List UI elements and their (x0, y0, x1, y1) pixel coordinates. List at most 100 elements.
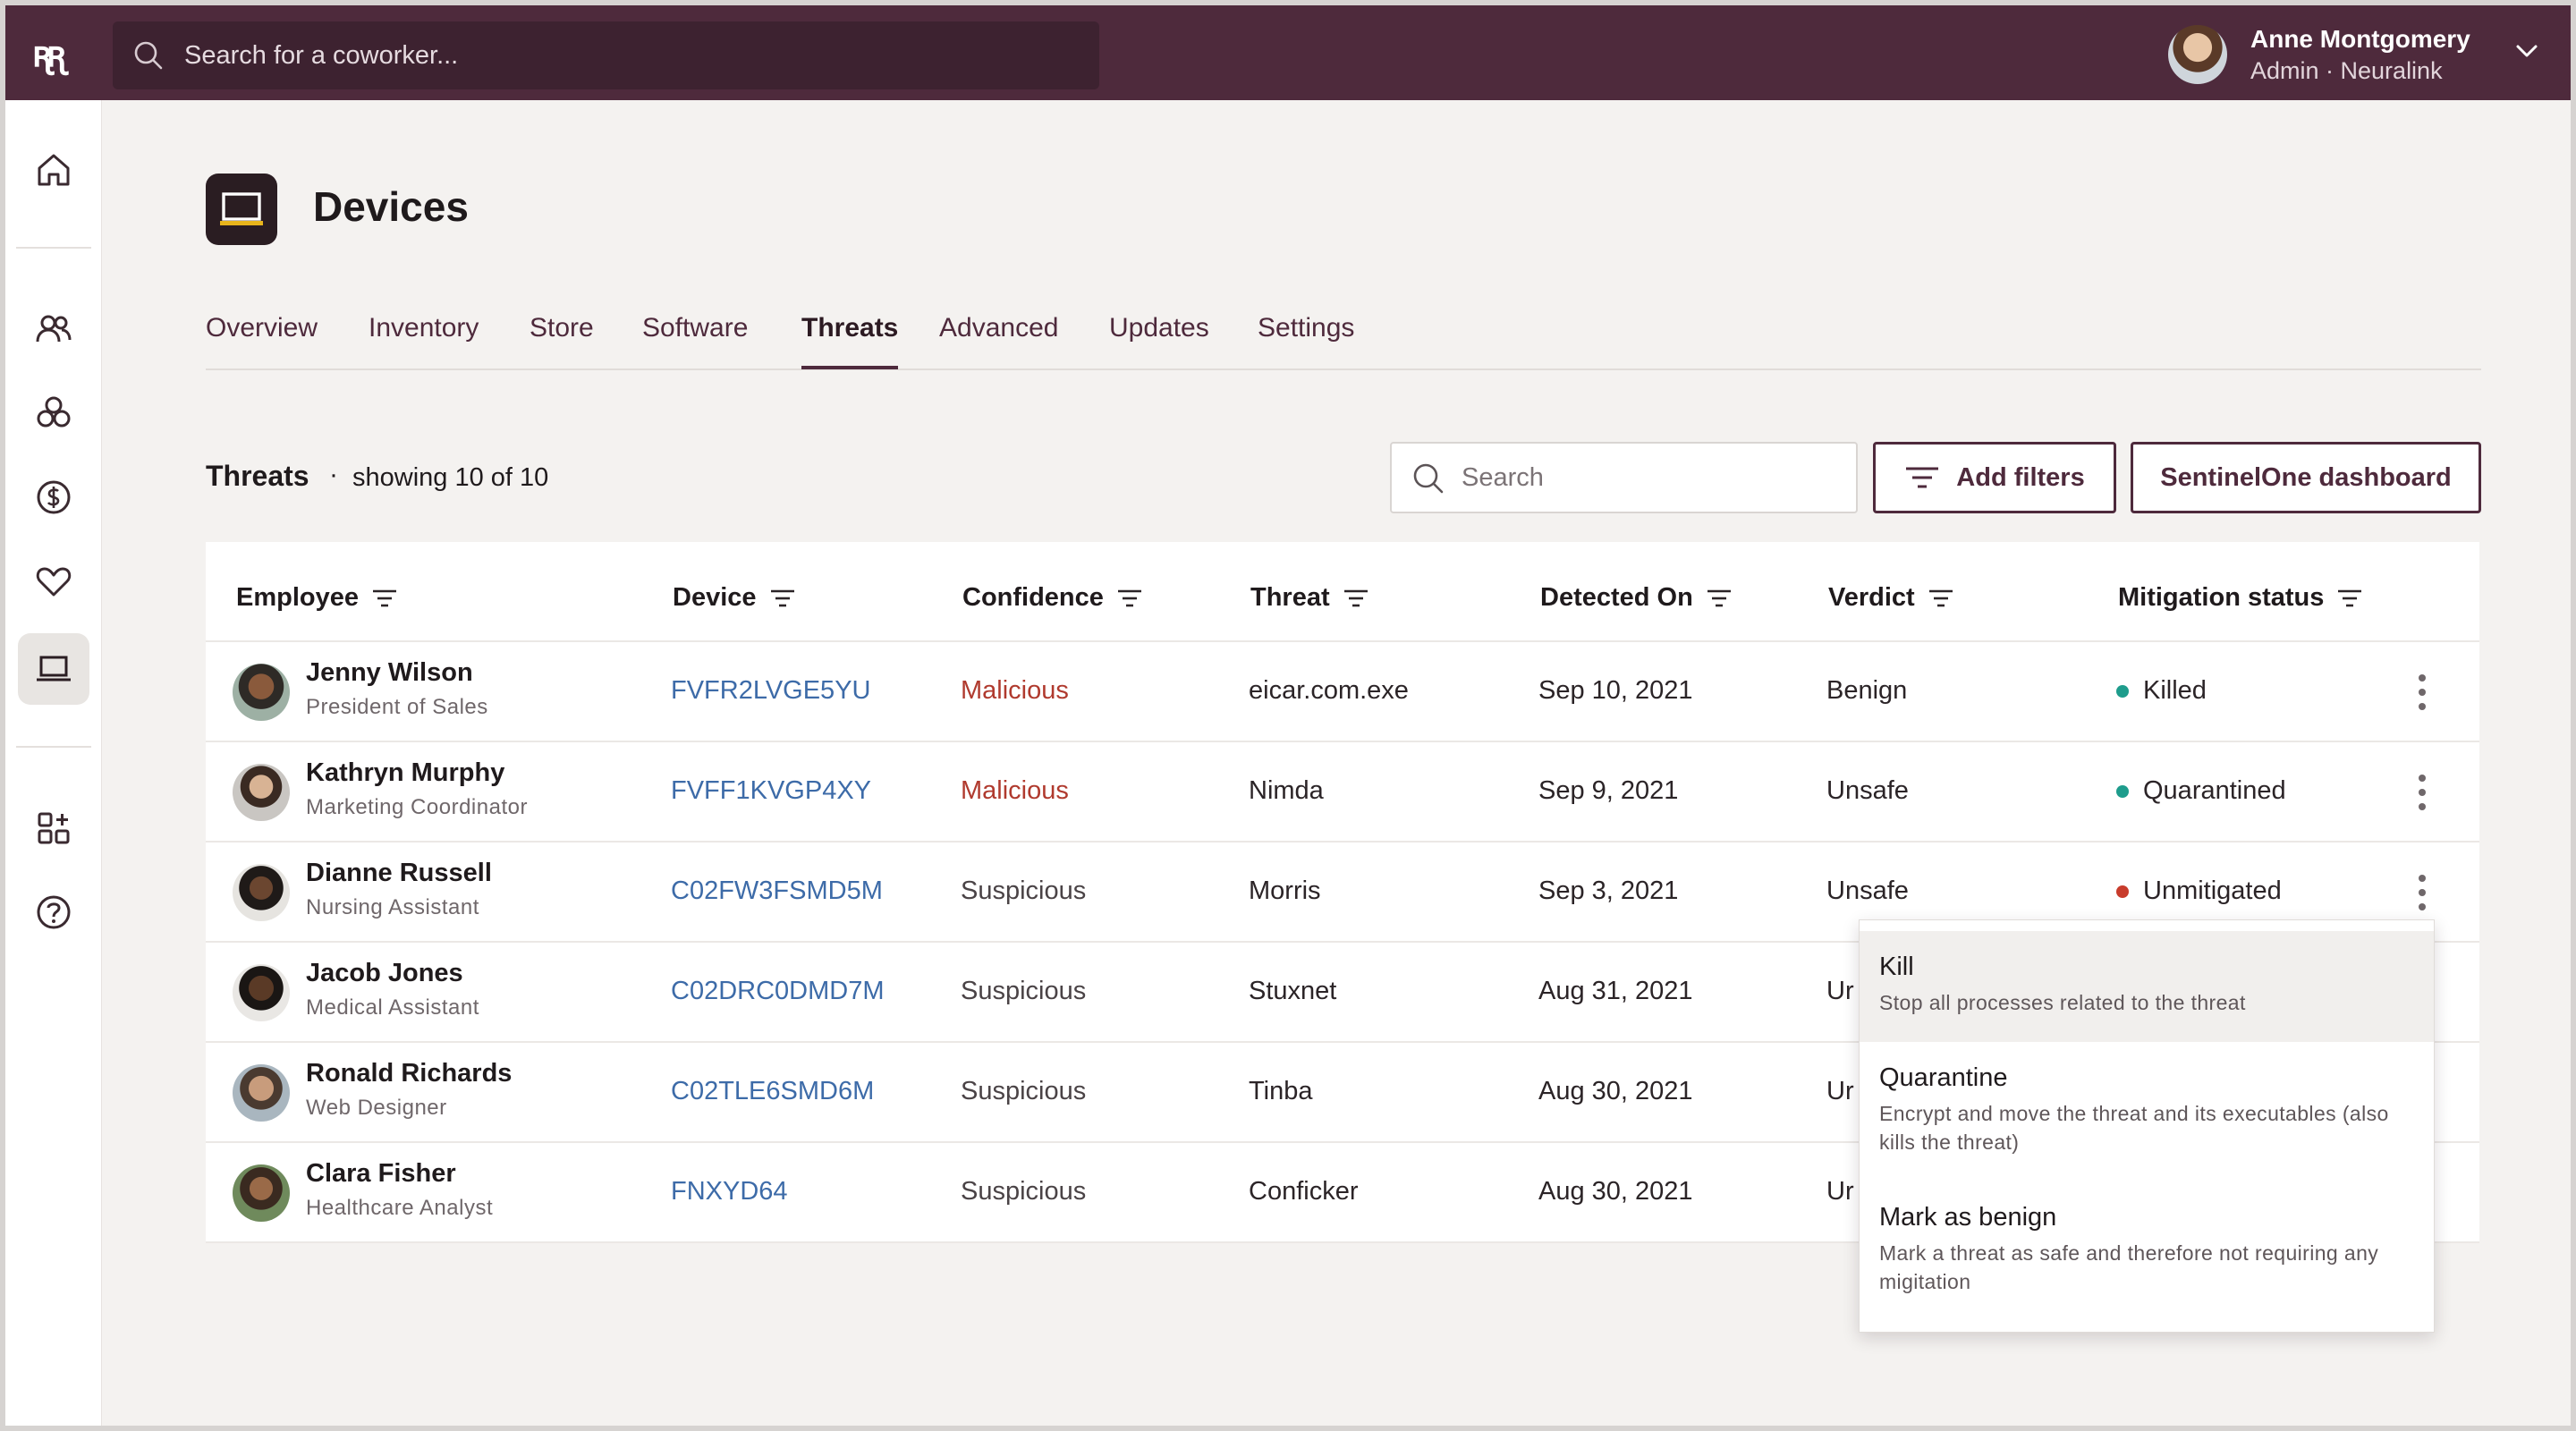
sidebar-divider (16, 746, 91, 748)
apps-cluster-icon (37, 396, 71, 428)
threat-name: eicar.com.exe (1249, 676, 1409, 705)
threat-name: Tinba (1249, 1077, 1313, 1105)
sidebar (5, 100, 102, 1426)
menu-item-mark-as-benign[interactable]: Mark as benign Mark a threat as safe and… (1860, 1181, 2434, 1325)
column-header-mitigation-status[interactable]: Mitigation status (2118, 583, 2363, 613)
device-link[interactable]: FNXYD64 (671, 1177, 788, 1206)
verdict-value: Ur (1826, 1077, 1854, 1105)
filter-icon[interactable] (371, 588, 398, 608)
filter-icon[interactable] (1343, 588, 1369, 608)
user-name: Anne Montgomery (2250, 25, 2470, 53)
sidebar-divider (16, 247, 91, 249)
filter-icon[interactable] (1706, 588, 1733, 608)
tab-overview[interactable]: Overview (206, 313, 318, 343)
sidebar-item-apps[interactable] (18, 377, 89, 449)
row-actions-menu-button[interactable] (2415, 674, 2429, 710)
section-title: Threats (206, 460, 309, 492)
tab-store[interactable]: Store (530, 313, 594, 343)
column-header-device[interactable]: Device (673, 583, 796, 613)
rippling-logo[interactable]: ꭆꭆ (32, 35, 66, 74)
employee-name[interactable]: Jacob Jones (306, 959, 463, 987)
menu-item-title: Quarantine (1879, 1063, 2008, 1092)
column-header-employee[interactable]: Employee (236, 583, 398, 613)
avatar (233, 764, 290, 821)
detected-date: Aug 30, 2021 (1538, 1177, 1693, 1206)
threat-name: Nimda (1249, 776, 1324, 805)
result-count: showing 10 of 10 (352, 463, 549, 492)
threat-search[interactable] (1390, 442, 1858, 513)
user-role: Admin · Neuralink (2250, 57, 2443, 84)
employee-name[interactable]: Dianne Russell (306, 859, 492, 887)
sidebar-item-help[interactable] (18, 876, 89, 948)
employee-role: Healthcare Analyst (306, 1196, 494, 1220)
people-icon (36, 315, 72, 343)
detected-date: Sep 3, 2021 (1538, 876, 1679, 905)
status-dot (2116, 885, 2129, 898)
employee-name[interactable]: Kathryn Murphy (306, 758, 505, 787)
table-row[interactable]: Kathryn Murphy Marketing Coordinator FVF… (206, 742, 2479, 843)
column-header-detected-on[interactable]: Detected On (1540, 583, 1733, 613)
menu-item-kill[interactable]: Kill Stop all processes related to the t… (1860, 931, 2434, 1042)
sidebar-item-home[interactable] (18, 134, 89, 206)
chevron-down-icon[interactable] (2515, 43, 2538, 59)
table-row[interactable]: Ronald Richards Web Designer C02TLE6SMD6… (206, 1043, 2479, 1143)
avatar (233, 664, 290, 721)
tab-software[interactable]: Software (642, 313, 749, 343)
sidebar-item-finance[interactable] (18, 461, 89, 533)
table-header: Employee Device Confidence Threat Detect… (206, 542, 2479, 642)
row-actions-menu-button[interactable] (2415, 875, 2429, 910)
table-row[interactable]: Jacob Jones Medical Assistant C02DRC0DMD… (206, 943, 2479, 1043)
confidence-value: Suspicious (961, 1177, 1087, 1206)
sidebar-item-benefits[interactable] (18, 546, 89, 617)
avatar (233, 1164, 290, 1222)
mitigation-status: Unmitigated (2116, 876, 2282, 906)
filter-icon[interactable] (2336, 588, 2363, 608)
employee-name[interactable]: Jenny Wilson (306, 658, 473, 687)
column-header-confidence[interactable]: Confidence (962, 583, 1143, 613)
device-link[interactable]: FVFR2LVGE5YU (671, 676, 871, 705)
add-apps-icon (38, 812, 70, 844)
add-filters-label: Add filters (1956, 462, 2085, 492)
menu-item-quarantine[interactable]: Quarantine Encrypt and move the threat a… (1860, 1042, 2434, 1181)
sidebar-item-devices[interactable] (18, 633, 89, 705)
sidebar-item-add-apps[interactable] (18, 792, 89, 864)
heart-icon (36, 567, 72, 597)
search-icon (134, 41, 163, 70)
employee-name[interactable]: Ronald Richards (306, 1059, 513, 1088)
device-link[interactable]: C02FW3FSMD5M (671, 876, 883, 905)
page-title: Devices (313, 183, 469, 230)
tab-updates[interactable]: Updates (1109, 313, 1209, 343)
tab-inventory[interactable]: Inventory (369, 313, 479, 343)
coworker-search-input[interactable] (184, 21, 1079, 89)
threat-name: Stuxnet (1249, 977, 1337, 1005)
device-link[interactable]: C02TLE6SMD6M (671, 1077, 875, 1105)
table-row[interactable]: Jenny Wilson President of Sales FVFR2LVG… (206, 642, 2479, 742)
tab-settings[interactable]: Settings (1258, 313, 1355, 343)
filter-icon[interactable] (1928, 588, 1954, 608)
menu-item-description: Mark a threat as safe and therefore not … (1879, 1241, 2379, 1293)
device-link[interactable]: C02DRC0DMD7M (671, 977, 885, 1005)
coworker-search[interactable] (113, 21, 1099, 89)
table-row[interactable]: Dianne Russell Nursing Assistant C02FW3F… (206, 843, 2479, 943)
table-row[interactable]: Clara Fisher Healthcare Analyst FNXYD64 … (206, 1143, 2479, 1243)
threat-search-input[interactable] (1462, 444, 1837, 512)
column-header-threat[interactable]: Threat (1250, 583, 1369, 613)
column-header-verdict[interactable]: Verdict (1828, 583, 1954, 613)
section-separator: · (329, 460, 338, 489)
status-label: Quarantined (2143, 776, 2286, 805)
tab-threats[interactable]: Threats (801, 313, 899, 369)
verdict-value: Benign (1826, 676, 1908, 705)
sidebar-item-people[interactable] (18, 293, 89, 365)
employee-name[interactable]: Clara Fisher (306, 1159, 456, 1188)
tab-advanced[interactable]: Advanced (939, 313, 1059, 343)
filter-icon[interactable] (1116, 588, 1143, 608)
sentinelone-dashboard-button[interactable]: SentinelOne dashboard (2131, 442, 2481, 513)
add-filters-button[interactable]: Add filters (1873, 442, 2116, 513)
device-link[interactable]: FVFF1KVGP4XY (671, 776, 872, 805)
filter-icon[interactable] (769, 588, 796, 608)
row-actions-menu-button[interactable] (2415, 775, 2429, 810)
user-avatar (2168, 25, 2227, 84)
confidence-value: Malicious (961, 776, 1069, 805)
tab-bar: Overview Inventory Store Software Threat… (206, 309, 2481, 370)
